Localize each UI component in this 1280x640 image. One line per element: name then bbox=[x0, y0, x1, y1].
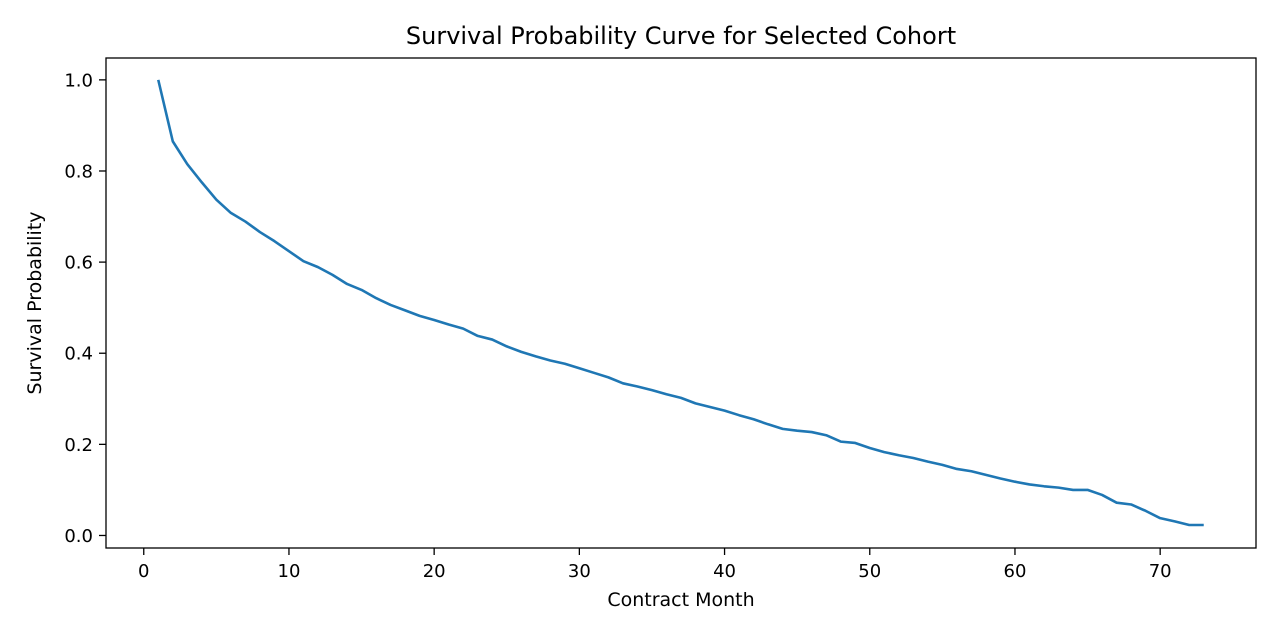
y-tick-label: 0.2 bbox=[64, 435, 93, 456]
y-tick-label: 0.8 bbox=[64, 161, 93, 182]
x-tick-label: 0 bbox=[138, 561, 149, 582]
y-tick-label: 1.0 bbox=[64, 70, 93, 91]
x-tick-label: 30 bbox=[568, 561, 591, 582]
x-tick-label: 50 bbox=[858, 561, 881, 582]
plot-series bbox=[157, 79, 1204, 527]
chart-title: Survival Probability Curve for Selected … bbox=[406, 22, 956, 50]
x-tick-label: 20 bbox=[423, 561, 446, 582]
y-tick-label: 0.6 bbox=[64, 253, 93, 274]
x-axis-label: Contract Month bbox=[607, 589, 754, 611]
x-tick-label: 70 bbox=[1149, 561, 1172, 582]
y-tick-label: 0.4 bbox=[64, 344, 93, 365]
x-tick-label: 10 bbox=[278, 561, 301, 582]
x-tick-label: 40 bbox=[713, 561, 736, 582]
survival-curve-line bbox=[157, 79, 1204, 527]
axes-frame bbox=[105, 57, 1257, 549]
axis-ticks: 0 10 20 30 40 50 60 70 0.0 0.2 0.4 0.6 0.8 1.0 bbox=[64, 70, 1171, 582]
y-tick-label: 0.0 bbox=[64, 526, 93, 547]
x-tick-label: 60 bbox=[1004, 561, 1027, 582]
y-axis-label: Survival Probability bbox=[24, 211, 46, 394]
